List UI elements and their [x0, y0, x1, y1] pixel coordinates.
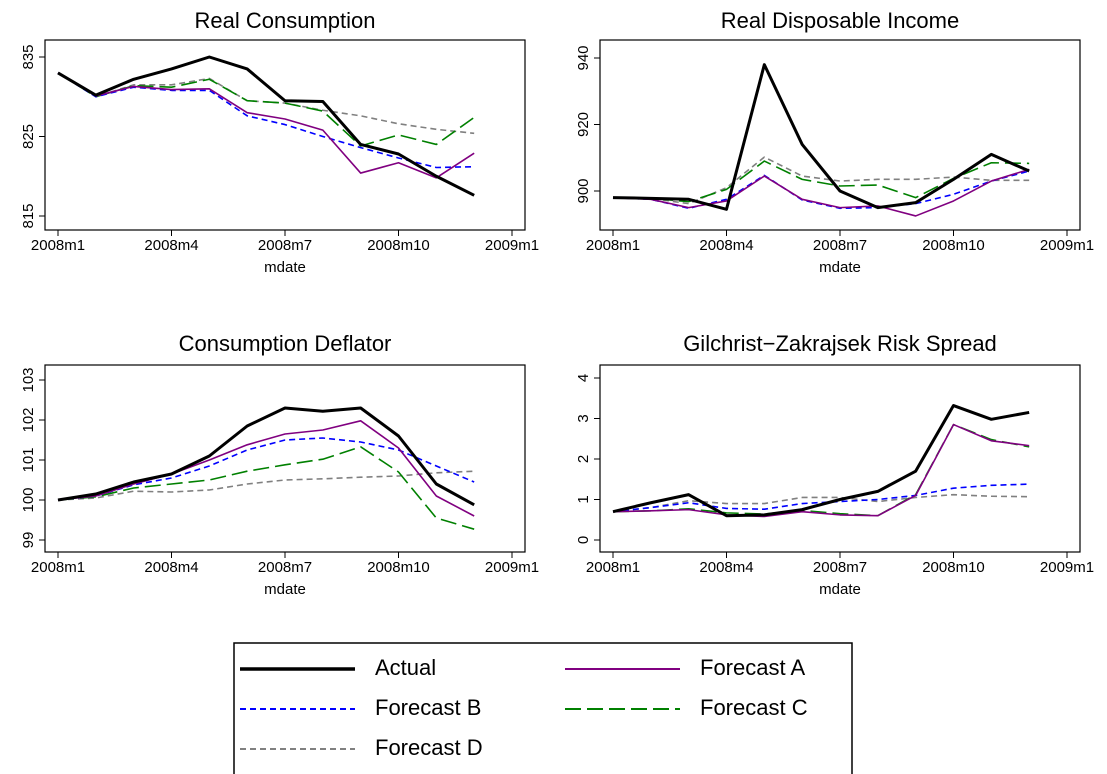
series-line [57, 446, 475, 530]
y-tick-label: 102 [20, 407, 37, 432]
x-axis-label: mdate [819, 259, 861, 276]
series-line [57, 72, 475, 135]
x-axis-label: mdate [819, 581, 861, 598]
y-tick-label: 103 [20, 367, 37, 392]
y-tick-label: 920 [575, 112, 592, 137]
y-tick-label: 3 [575, 414, 592, 422]
x-tick-label: 2008m10 [367, 237, 430, 254]
legend-box [233, 642, 853, 774]
y-tick-label: 815 [20, 203, 37, 228]
y-tick-label: 2 [575, 455, 592, 463]
x-tick-label: 2008m1 [31, 237, 85, 254]
y-tick-label: 835 [20, 44, 37, 69]
panel-title: Real Disposable Income [721, 8, 959, 33]
panel: Gilchrist−Zakrajsek Risk Spread 2008m1 200… [575, 331, 1094, 598]
series-line [57, 55, 475, 197]
x-tick-label: 2008m10 [367, 559, 430, 576]
plot-frame [44, 364, 526, 553]
plot-frame [599, 364, 1081, 553]
series-line [57, 72, 475, 169]
panel: Consumption Deflator 2008m1 2008m4 2008m7 20… [20, 331, 539, 598]
series-line [57, 437, 475, 501]
x-tick-label: 2009m1 [485, 559, 539, 576]
series-line [57, 72, 475, 179]
x-tick-label: 2008m7 [258, 237, 312, 254]
legend-label: Forecast A [700, 655, 805, 680]
series-line [612, 423, 1030, 518]
x-tick-label: 2008m10 [922, 237, 985, 254]
y-tick-label: 100 [20, 487, 37, 512]
y-tick-label: 0 [575, 536, 592, 544]
panel: Real Consumption 2008m1 2008m4 2008m7 2008m1… [20, 8, 539, 276]
series-line [612, 404, 1030, 518]
x-tick-label: 2009m1 [485, 237, 539, 254]
legend-label: Forecast D [375, 735, 483, 760]
x-axis-label: mdate [264, 259, 306, 276]
y-tick-label: 4 [575, 374, 592, 382]
x-tick-label: 2008m4 [144, 237, 198, 254]
y-tick-label: 825 [20, 124, 37, 149]
panel-title: Real Consumption [195, 8, 376, 33]
x-tick-label: 2008m4 [699, 237, 753, 254]
x-tick-label: 2008m4 [699, 559, 753, 576]
panel-title: Consumption Deflator [179, 331, 392, 356]
y-tick-label: 1 [575, 495, 592, 503]
x-tick-label: 2008m7 [258, 559, 312, 576]
legend-label: Forecast C [700, 695, 808, 720]
y-tick-label: 101 [20, 447, 37, 472]
panel-title: Gilchrist−Zakrajsek Risk Spread [683, 331, 997, 356]
x-tick-label: 2008m7 [813, 237, 867, 254]
series-line [612, 156, 1030, 205]
x-tick-label: 2008m7 [813, 559, 867, 576]
y-tick-label: 99 [20, 532, 37, 549]
x-tick-label: 2008m1 [586, 559, 640, 576]
x-tick-label: 2008m1 [586, 237, 640, 254]
series-line [612, 168, 1030, 217]
plot-frame [599, 39, 1081, 231]
y-tick-label: 940 [575, 45, 592, 70]
legend-label: Actual [375, 655, 436, 680]
x-tick-label: 2008m4 [144, 559, 198, 576]
y-tick-label: 900 [575, 178, 592, 203]
x-tick-label: 2008m1 [31, 559, 85, 576]
legend-label: Forecast B [375, 695, 481, 720]
series-line [57, 420, 475, 517]
series-line [57, 406, 475, 507]
x-tick-label: 2009m1 [1040, 237, 1094, 254]
x-tick-label: 2008m10 [922, 559, 985, 576]
plot-frame [44, 39, 526, 231]
series-line [612, 493, 1030, 513]
series-line [612, 423, 1030, 517]
panel: Real Disposable Income 2008m1 2008m4 2008m7… [575, 8, 1094, 276]
series-line [612, 63, 1030, 211]
series-line [612, 160, 1030, 203]
x-tick-label: 2009m1 [1040, 559, 1094, 576]
x-axis-label: mdate [264, 581, 306, 598]
